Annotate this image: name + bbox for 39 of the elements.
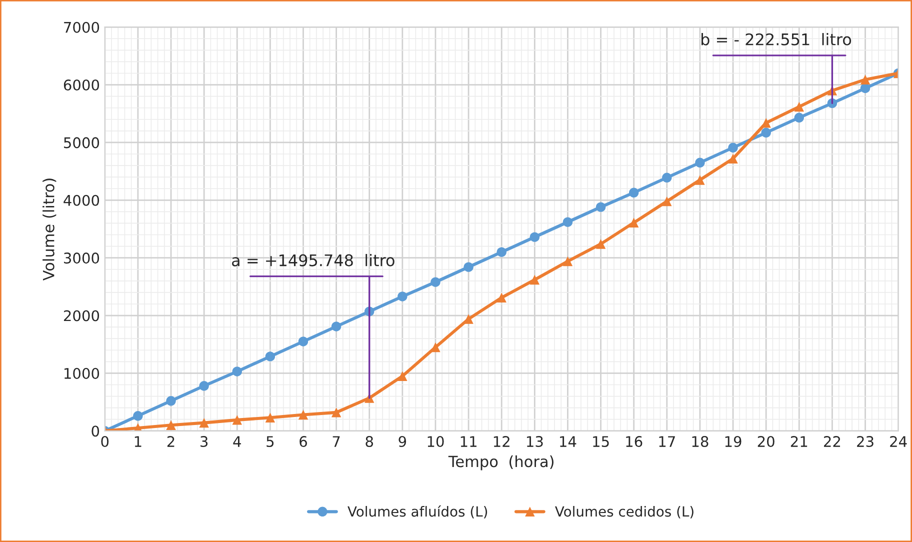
x-tick-label: 14 <box>560 436 576 447</box>
x-tick-label: 2 <box>167 436 174 447</box>
y-tick-label: 3000 <box>64 252 100 264</box>
x-tick-label: 13 <box>526 436 543 448</box>
y-tick-label: 1000 <box>64 368 100 379</box>
y-tick-label: 6000 <box>64 80 100 91</box>
x-tick-label: 8 <box>366 436 373 448</box>
legend-label: Volumes cedidos (L) <box>555 506 694 518</box>
y-tick-label: 7000 <box>64 22 100 33</box>
x-tick-label: 12 <box>494 436 510 447</box>
x-tick-label: 6 <box>300 436 307 448</box>
x-tick-label: 7 <box>332 436 340 447</box>
y-axis-title: Volume (litro) <box>42 178 56 281</box>
x-tick-label: 3 <box>200 436 208 448</box>
annotation: a = +1495.748 litro <box>232 254 394 266</box>
x-tick-label: 23 <box>857 436 874 448</box>
x-tick-label: 15 <box>593 436 609 448</box>
x-tick-label: 10 <box>428 436 444 448</box>
x-tick-label: 0 <box>101 436 109 448</box>
x-tick-label: 1 <box>134 436 142 447</box>
x-tick-label: 24 <box>890 436 907 447</box>
x-axis-title: Tempo (hora) <box>448 455 554 470</box>
x-tick-label: 17 <box>659 436 675 447</box>
x-tick-label: 22 <box>824 436 840 447</box>
y-tick-label: 4000 <box>64 194 100 206</box>
y-tick-label: 2000 <box>64 310 100 322</box>
x-tick-label: 21 <box>790 436 808 447</box>
y-tick-label: 5000 <box>64 137 100 148</box>
x-tick-label: 9 <box>398 436 406 448</box>
x-tick-label: 18 <box>692 436 708 448</box>
x-tick-label: 20 <box>758 436 774 448</box>
x-tick-label: 19 <box>725 436 742 448</box>
y-tick-label: 0 <box>92 426 100 437</box>
x-tick-label: 16 <box>626 436 642 448</box>
x-tick-label: 4 <box>233 436 241 447</box>
annotation: b = - 222.551 litro <box>702 33 852 46</box>
x-tick-label: 11 <box>460 436 476 447</box>
x-tick-label: 5 <box>266 436 274 448</box>
legend-label: Volumes afluídos (L) <box>348 505 488 518</box>
